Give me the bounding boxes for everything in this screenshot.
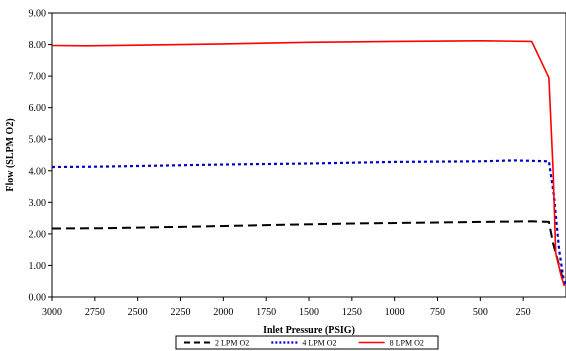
y-tick-label: 8.00 [29, 40, 47, 51]
y-tick-label: 4.00 [29, 166, 47, 177]
x-tick-label: 2500 [128, 307, 148, 318]
x-tick-label: 3000 [42, 307, 62, 318]
y-tick-label: 7.00 [29, 72, 47, 83]
series-layer [51, 39, 566, 287]
y-tick-label: 2.00 [29, 229, 47, 240]
legend-label: 8 LPM O2 [390, 339, 424, 348]
legend-box [175, 335, 439, 350]
x-tick-label: 250 [516, 307, 531, 318]
series-line-4-lpm [51, 159, 566, 285]
x-tick-label: 750 [430, 307, 445, 318]
y-tick-label: 3.00 [29, 198, 47, 209]
x-tick-label: 2250 [171, 307, 191, 318]
legend-label: 4 LPM O2 [302, 339, 336, 348]
series-line-2-lpm [51, 220, 566, 285]
y-axis-title: Flow (SLPM O2) [5, 118, 16, 191]
y-tick-label: 1.00 [29, 261, 47, 272]
plot-frame [51, 12, 566, 298]
y-tick-label: 6.00 [29, 103, 47, 114]
x-tick-label: 2000 [213, 307, 233, 318]
x-tick-label: 2750 [85, 307, 105, 318]
x-tick-label: 500 [473, 307, 488, 318]
plot-area [48, 12, 566, 301]
y-tick-label: 0.00 [29, 293, 47, 304]
y-tick-label: 9.00 [29, 9, 47, 20]
x-tick-label: 1500 [299, 307, 319, 318]
x-axis-title: Inlet Pressure (PSIG) [263, 325, 355, 336]
x-tick-label: 1750 [256, 307, 276, 318]
x-tick-label: 1000 [385, 307, 405, 318]
y-axis-tick-labels: 0.00 1.00 2.00 3.00 4.00 5.00 6.00 7.00 8.00 9.00 [29, 9, 47, 304]
legend-label: 2 LPM O2 [215, 339, 249, 348]
x-axis-tick-labels: 3000 2750 2500 2250 2000 1750 1500 1250 1000 750 5… [42, 307, 531, 318]
legend: 2 LPM O2 4 LPM O2 8 LPM O2 [175, 335, 439, 350]
y-tick-label: 5.00 [29, 135, 47, 146]
series-line-8-lpm [51, 39, 566, 287]
x-tick-label: 1250 [342, 307, 362, 318]
